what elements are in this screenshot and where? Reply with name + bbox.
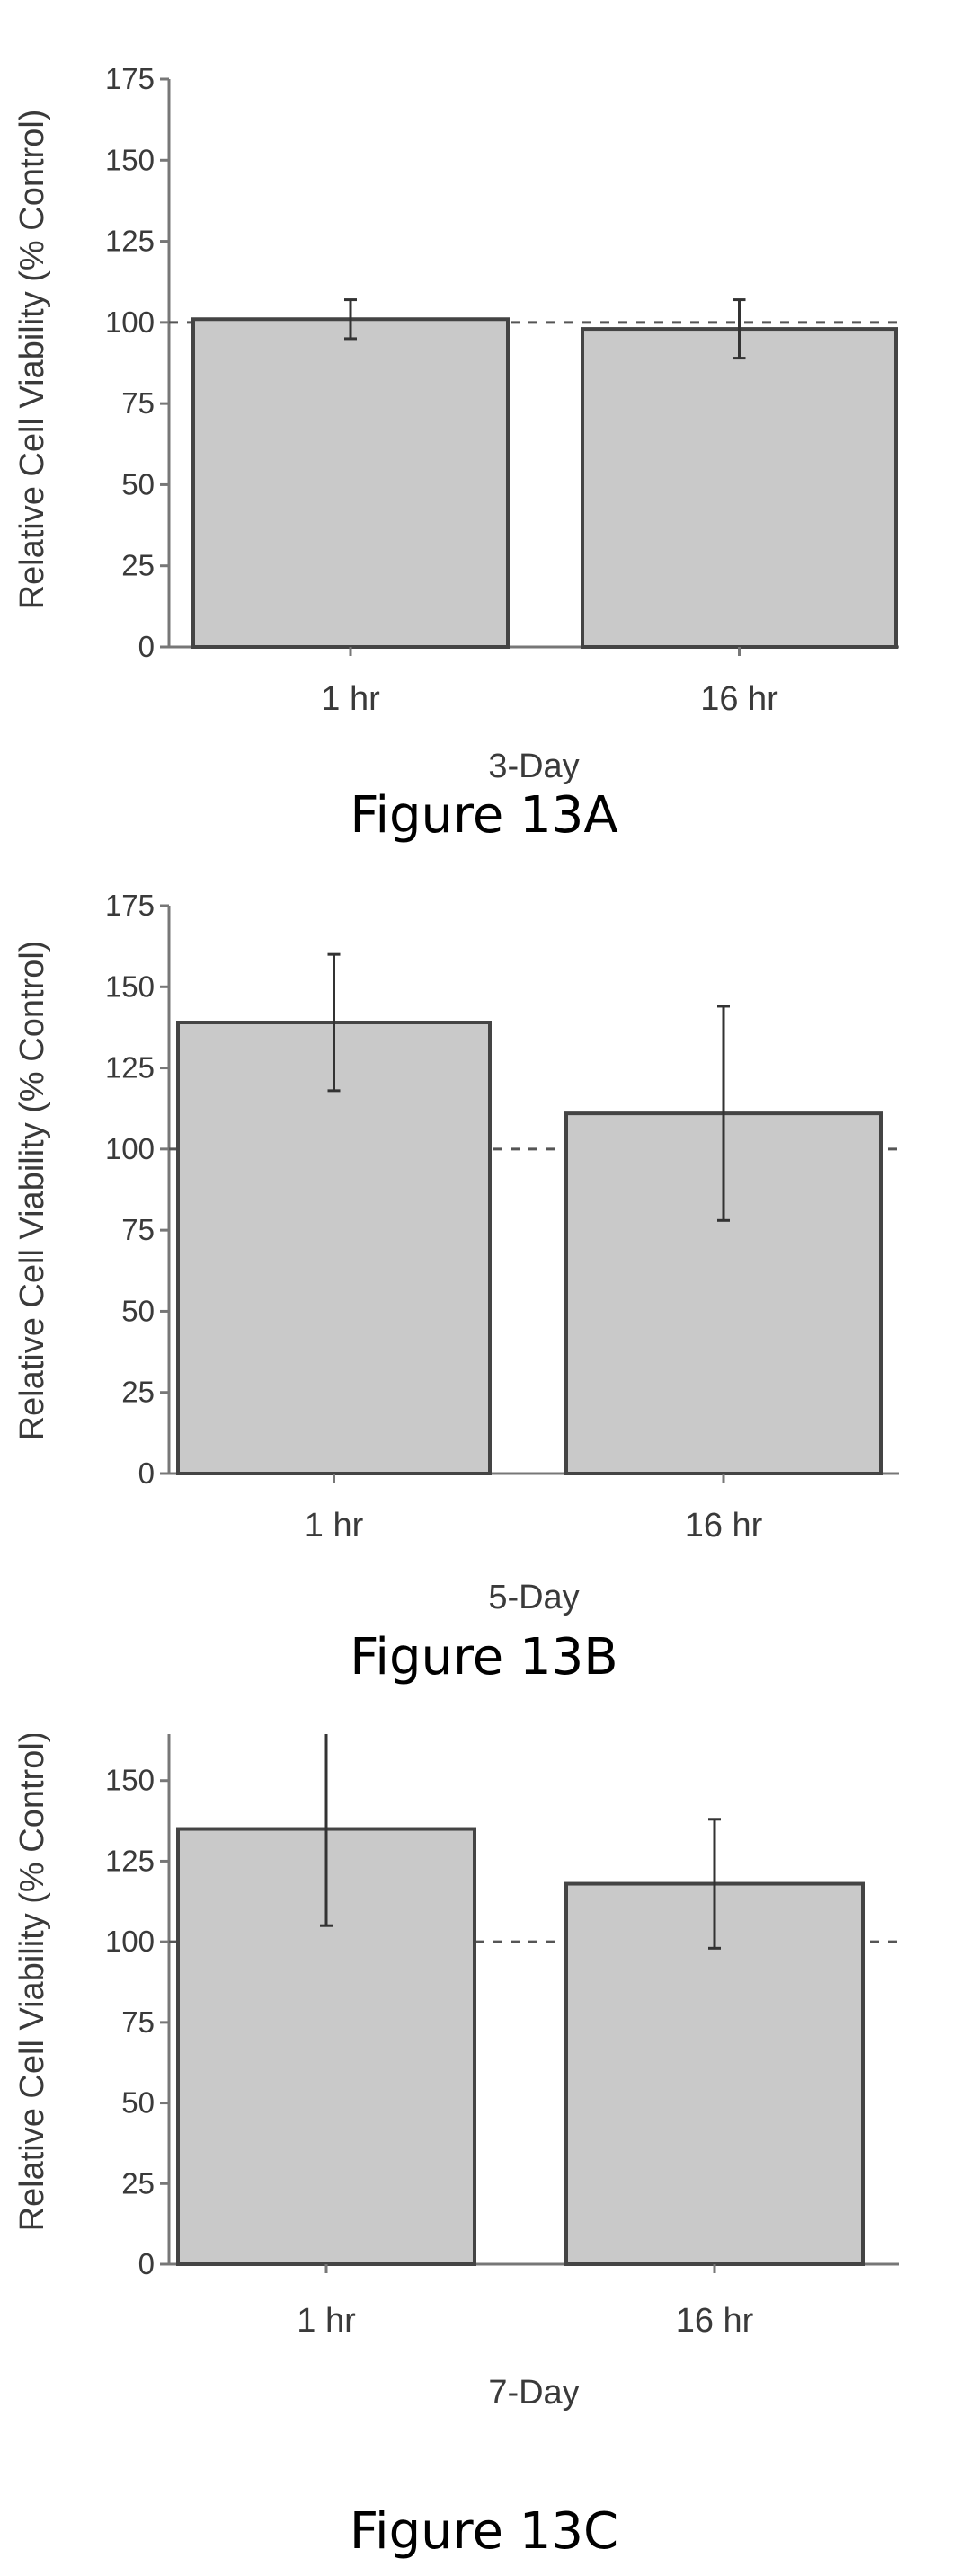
category-label: 16 hr <box>676 2302 754 2340</box>
y-tick-label: 50 <box>121 1294 155 1327</box>
bar-chart-5-day: 0 25 50 75 100 125 150 175 1 hr 16 hr Relative Cel… <box>13 889 899 1616</box>
category-label: 16 hr <box>700 680 778 718</box>
y-tick-label: 125 <box>105 1844 155 1877</box>
y-tick-label: 175 <box>105 889 155 922</box>
y-tick-label: 125 <box>105 225 155 258</box>
y-tick-label: 100 <box>105 305 155 339</box>
y-tick-label: 175 <box>105 62 155 95</box>
bar <box>191 317 510 649</box>
bar <box>581 327 898 649</box>
category-label: 1 hr <box>321 680 380 718</box>
y-tick-label: 150 <box>105 1764 155 1797</box>
y-tick-label: 0 <box>138 630 155 663</box>
y-tick-label: 75 <box>121 386 155 420</box>
y-tick-label: 150 <box>105 969 155 1003</box>
y-tick-label: 125 <box>105 1051 155 1084</box>
y-tick-label: 100 <box>105 1132 155 1165</box>
category-label: 16 hr <box>685 1507 763 1545</box>
figure-caption: Figure 13B <box>350 1628 618 1686</box>
y-tick-label: 0 <box>138 1456 155 1490</box>
y-tick-label: 150 <box>105 143 155 176</box>
figure-caption: Figure 13A <box>350 786 618 845</box>
bar-chart-3-day: 0 25 50 75 100 125 150 175 1 hr 16 hr Relative Cel… <box>13 62 899 785</box>
bar <box>176 1021 492 1476</box>
category-label: 1 hr <box>297 2302 356 2340</box>
chart-panel-3-day: 0 25 50 75 100 125 150 175 1 hr 16 hr Relative Cel… <box>0 0 968 845</box>
y-tick-label: 25 <box>121 2166 155 2200</box>
x-axis-title: 7-Day <box>488 2374 579 2412</box>
y-tick-label: 75 <box>121 2005 155 2039</box>
chart-panel-5-day: 0 25 50 75 100 125 150 175 1 hr 16 hr Relative Cel… <box>0 845 968 1734</box>
y-tick-label: 100 <box>105 1925 155 1958</box>
y-tick-label: 50 <box>121 2086 155 2120</box>
y-axis-title: Relative Cell Viability (% Control) <box>13 110 51 610</box>
figure-caption: Figure 13C <box>349 2502 619 2561</box>
y-tick-label: 50 <box>121 467 155 500</box>
x-axis-title: 3-Day <box>488 748 579 785</box>
y-tick-label: 25 <box>121 1376 155 1409</box>
x-axis-title: 5-Day <box>488 1579 579 1616</box>
y-tick-label: 75 <box>121 1213 155 1246</box>
y-tick-label: 25 <box>121 549 155 582</box>
y-tick-label: 0 <box>138 2247 155 2280</box>
y-axis-title: Relative Cell Viability (% Control) <box>13 1734 51 2231</box>
category-label: 1 hr <box>305 1507 364 1545</box>
y-axis-title: Relative Cell Viability (% Control) <box>13 941 51 1441</box>
